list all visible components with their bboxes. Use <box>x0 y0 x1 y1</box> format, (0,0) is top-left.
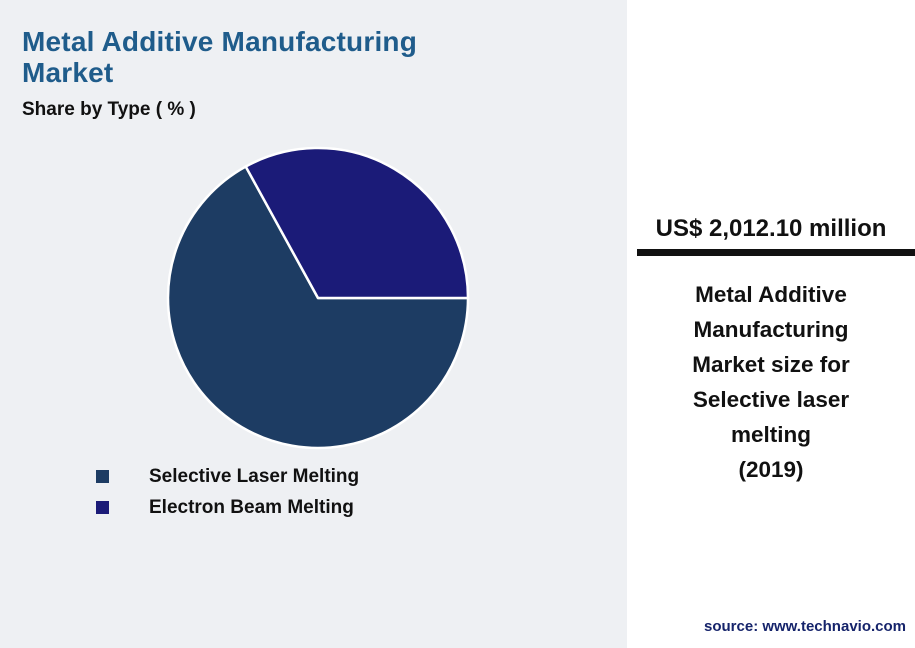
panel-body: Metal Additive Manufacturing Market size… <box>627 277 915 487</box>
pie-slice-0 <box>166 165 470 450</box>
legend-item: Selective Laser Melting <box>96 461 359 492</box>
market-year: (2019) <box>738 457 804 482</box>
legend-label: Electron Beam Melting <box>149 496 354 518</box>
market-value: US$ 2,012.10 million <box>655 215 887 242</box>
divider-bar <box>637 249 915 256</box>
page-title: Metal Additive Manufacturing Market <box>22 26 602 88</box>
legend-label: Selective Laser Melting <box>149 465 360 487</box>
chart-section: Metal Additive Manufacturing Market Shar… <box>22 26 602 523</box>
page-title-line1: Metal Additive Manufacturing <box>22 26 418 57</box>
source-attribution: source: www.technavio.com <box>704 618 906 635</box>
pie-chart <box>166 146 470 450</box>
pie-chart-wrap <box>166 146 470 450</box>
legend-swatch <box>96 501 109 514</box>
legend: Selective Laser Melting Electron Beam Mel… <box>96 461 359 523</box>
legend-item: Electron Beam Melting <box>96 492 359 523</box>
page-title-line2: Market <box>22 57 114 88</box>
chart-subtitle: Share by Type ( % ) <box>22 99 196 120</box>
pie-slice-1 <box>244 146 470 300</box>
market-description: Metal Additive Manufacturing Market size… <box>692 282 850 447</box>
legend-swatch <box>96 470 109 483</box>
info-panel: US$ 2,012.10 million Metal Additive Manu… <box>627 0 915 648</box>
